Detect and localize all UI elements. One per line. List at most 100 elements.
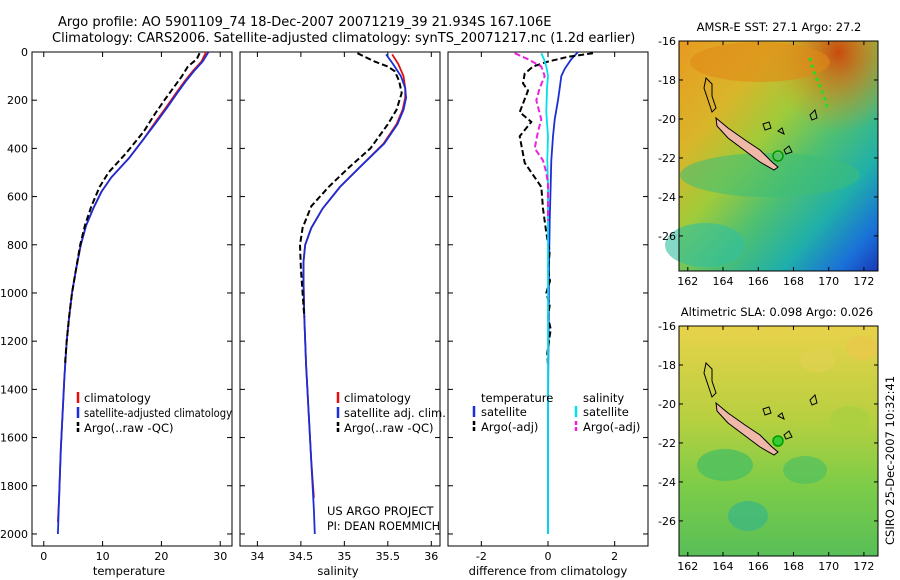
sla-map: [678, 325, 879, 557]
series-climatology: [57, 52, 207, 522]
difference-ticks: -2 0 2: [448, 51, 648, 563]
sla-low-patch: [728, 501, 768, 531]
series-temperature-satellite: [547, 52, 579, 534]
temperature-axes: [31, 51, 233, 547]
legend-title-salinity: salinity: [583, 391, 624, 405]
difference-lines: [514, 52, 594, 534]
map-x-tick-label: 162: [677, 560, 698, 573]
y-tick-label: 1000: [0, 287, 28, 300]
legend-label-climatology: climatology: [344, 391, 411, 405]
sla-map-frame: [678, 325, 879, 557]
temperature-legend: climatology satellite-adjusted climatolo…: [76, 391, 232, 435]
legend-label-sal-satellite: satellite: [583, 405, 629, 419]
map-x-tick-label: 166: [748, 275, 769, 288]
new-caledonia-island: [715, 116, 779, 171]
map-y-tick-label: -26: [658, 230, 676, 243]
sla-low-patch: [697, 449, 753, 481]
sla-high-patch: [846, 336, 878, 360]
map-x-tick-label: 164: [713, 275, 734, 288]
figure-title-line1: Argo profile: AO 5901109_74 18-Dec-2007 …: [58, 15, 552, 30]
map-y-tick-label: -18: [658, 74, 676, 87]
series-argo: [298, 52, 403, 318]
coastline-outline: [762, 394, 818, 440]
difference-legend: temperature satellite Argo(-adj) salinit…: [472, 391, 640, 434]
x-tick-label: 35.5: [376, 550, 401, 563]
x-tick-label: 34: [250, 550, 264, 563]
map-y-tick-label: -16: [658, 35, 676, 48]
legend-label-temp-satellite: satellite: [481, 405, 527, 419]
y-tick-label: 1600: [0, 432, 28, 445]
map-x-tick-label: 170: [818, 560, 839, 573]
y-tick-label: 1800: [0, 480, 28, 493]
series-salinity-argo: [514, 52, 549, 221]
temperature-xlabel: temperature: [93, 564, 165, 578]
x-tick-label: 2: [611, 550, 618, 563]
argo-track: [808, 57, 830, 111]
sst-map: [665, 40, 879, 272]
y-tick-label: 600: [7, 191, 28, 204]
map-x-tick-label: 168: [783, 275, 804, 288]
figure-title-line2: Climatology: CARS2006. Satellite-adjuste…: [52, 31, 635, 46]
series-satellite: [57, 52, 210, 535]
x-tick-label: 36: [424, 550, 438, 563]
map-y-tick-label: -20: [658, 113, 676, 126]
argo-float-marker: [772, 150, 784, 162]
x-tick-label: 20: [154, 550, 168, 563]
series-argo: [63, 52, 201, 366]
y-tick-label: 2000: [0, 528, 28, 541]
map-y-tick-label: -16: [658, 320, 676, 333]
salinity-lines: [298, 52, 408, 535]
sst-cool-patch: [665, 223, 745, 267]
coastline-outline: [762, 109, 818, 155]
map-x-tick-label: 164: [713, 560, 734, 573]
legend-label-sal-argo: Argo(-adj): [583, 420, 640, 434]
x-tick-label: 35: [337, 550, 351, 563]
legend-title-temperature: temperature: [481, 391, 553, 405]
series-satellite: [302, 53, 408, 535]
sst-map-title: AMSR-E SST: 27.1 Argo: 27.2: [697, 20, 862, 34]
salinity-legend: climatology satellite adj. clim. Argo(..…: [336, 391, 446, 435]
temperature-lines: [57, 52, 210, 535]
map-y-tick-label: -26: [658, 515, 676, 528]
map-y-tick-label: -24: [658, 476, 676, 489]
map-x-tick-label: 162: [677, 275, 698, 288]
sla-high-patch: [800, 348, 836, 372]
x-tick-label: 10: [96, 550, 110, 563]
map-y-tick-label: -22: [658, 152, 676, 165]
map-x-tick-label: 168: [783, 560, 804, 573]
legend-label-temp-argo: Argo(-adj): [481, 420, 538, 434]
legend-label-argo: Argo(..raw -QC): [344, 421, 434, 435]
y-tick-label: 400: [7, 142, 28, 155]
sst-green-band: [680, 153, 860, 197]
sst-map-frame: [678, 40, 879, 272]
map-x-tick-label: 166: [748, 560, 769, 573]
y-tick-label: 1200: [0, 335, 28, 348]
series-temperature-argo: [518, 52, 594, 366]
argo-float-marker: [772, 435, 784, 447]
salinity-xlabel: salinity: [317, 564, 358, 578]
series-salinity-satellite: [540, 52, 549, 534]
project-pi: PI: DEAN ROEMMICH: [327, 519, 440, 533]
new-caledonia-island: [715, 401, 779, 456]
sst-warm-patch: [690, 42, 830, 82]
x-tick-label: 0: [40, 550, 47, 563]
sla-low-patch: [783, 456, 827, 484]
project-name: US ARGO PROJECT: [327, 504, 435, 518]
csiro-timestamp: CSIRO 25-Dec-2007 10:32:41: [883, 376, 897, 545]
map-y-tick-label: -18: [658, 359, 676, 372]
y-tick-label: 1400: [0, 383, 28, 396]
x-tick-label: -2: [476, 550, 487, 563]
map-x-tick-label: 172: [853, 275, 874, 288]
x-tick-label: 34.5: [289, 550, 314, 563]
y-tick-label: 200: [7, 94, 28, 107]
legend-label-satellite: satellite adj. clim.: [344, 406, 446, 420]
sla-mid-patch: [830, 406, 870, 434]
coastline-outline: [703, 361, 717, 398]
map-x-tick-label: 170: [818, 275, 839, 288]
legend-label-satellite: satellite-adjusted climatology: [84, 406, 232, 420]
map-y-tick-label: -24: [658, 191, 676, 204]
map-x-tick-label: 172: [853, 560, 874, 573]
sla-map-ticks: 162 164 166 168 170 172 -16 -18 -20 -22 -24 -26: [658, 320, 878, 573]
salinity-ticks: 34 34.5 35 35.5 36: [240, 51, 440, 563]
